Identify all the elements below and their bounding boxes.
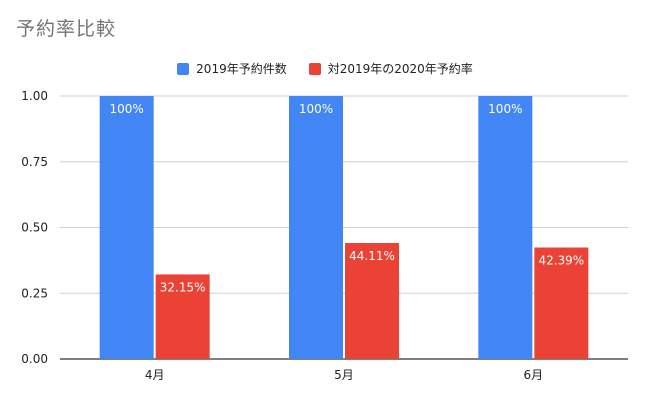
- legend: 2019年予約件数 対2019年の2020年予約率: [0, 60, 650, 77]
- y-tick-label: 1.00: [21, 89, 48, 103]
- legend-swatch-series-1: [177, 62, 190, 75]
- legend-label-series-2: 対2019年の2020年予約率: [327, 62, 473, 76]
- data-label: 44.11%: [349, 249, 395, 263]
- data-label: 100%: [110, 102, 144, 116]
- data-label: 42.39%: [538, 254, 584, 268]
- x-tick-label: 6月: [524, 368, 544, 382]
- y-tick-label: 0.00: [21, 352, 48, 366]
- bar-series-1-2: [289, 96, 343, 359]
- bar-series-2-1: [155, 274, 210, 359]
- legend-label-series-1: 2019年予約件数: [196, 62, 287, 76]
- bar-series-2-3: [534, 247, 589, 359]
- bar-series-1-3: [478, 96, 533, 359]
- y-tick-label: 0.75: [21, 155, 48, 169]
- data-label: 100%: [488, 102, 522, 116]
- y-tick-label: 0.25: [21, 286, 48, 300]
- data-label: 32.15%: [160, 280, 206, 294]
- bar-series-2-2: [345, 242, 399, 359]
- data-label: 100%: [299, 102, 333, 116]
- legend-item-series-1: 2019年予約件数: [177, 60, 287, 77]
- y-tick-label: 0.50: [21, 221, 48, 235]
- chart-title: 予約率比較: [16, 18, 117, 40]
- legend-item-series-2: 対2019年の2020年予約率: [308, 60, 473, 77]
- x-tick-label: 5月: [334, 368, 354, 382]
- legend-swatch-series-2: [308, 62, 321, 75]
- x-tick-label: 4月: [145, 368, 165, 382]
- bar-series-1-1: [99, 96, 154, 359]
